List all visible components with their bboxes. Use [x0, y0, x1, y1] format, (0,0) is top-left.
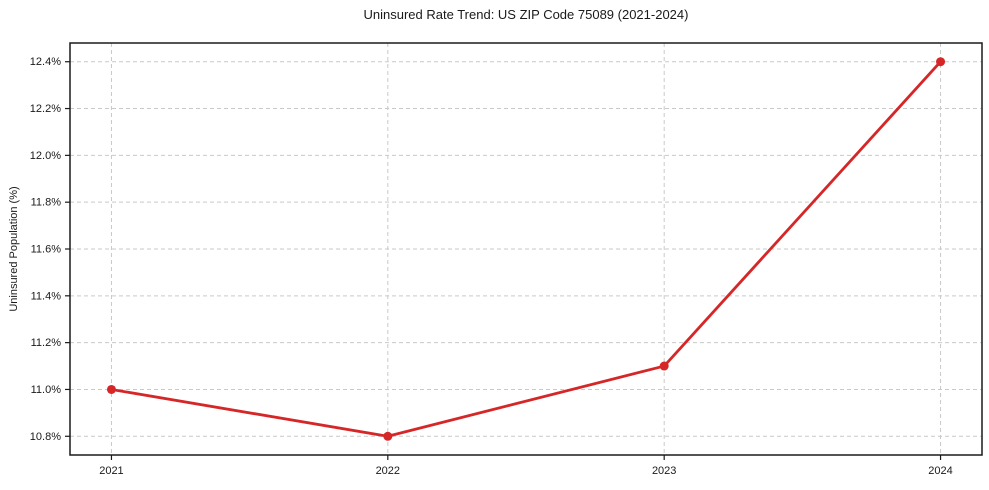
y-tick-label: 12.0% [30, 150, 61, 162]
y-tick-label: 11.4% [31, 290, 62, 302]
x-tick-label: 2023 [652, 465, 676, 477]
y-tick-label: 11.0% [31, 384, 62, 396]
y-tick-label: 10.8% [30, 431, 61, 443]
data-point-marker [383, 431, 393, 441]
y-tick-label: 11.8% [31, 197, 62, 209]
y-tick-label: 11.6% [31, 244, 62, 256]
chart-title: Uninsured Rate Trend: US ZIP Code 75089 … [363, 7, 689, 22]
trend-line [110, 60, 942, 438]
data-point-marker [936, 57, 946, 67]
y-tick-label: 12.4% [30, 56, 61, 68]
y-tick-label: 12.2% [30, 103, 61, 115]
y-tick-label: 11.2% [31, 337, 62, 349]
data-point-marker [106, 384, 116, 394]
data-point-marker [659, 361, 669, 371]
x-tick-label: 2024 [928, 465, 952, 477]
x-tick-label: 2021 [99, 465, 123, 477]
x-tick-label: 2022 [376, 465, 400, 477]
